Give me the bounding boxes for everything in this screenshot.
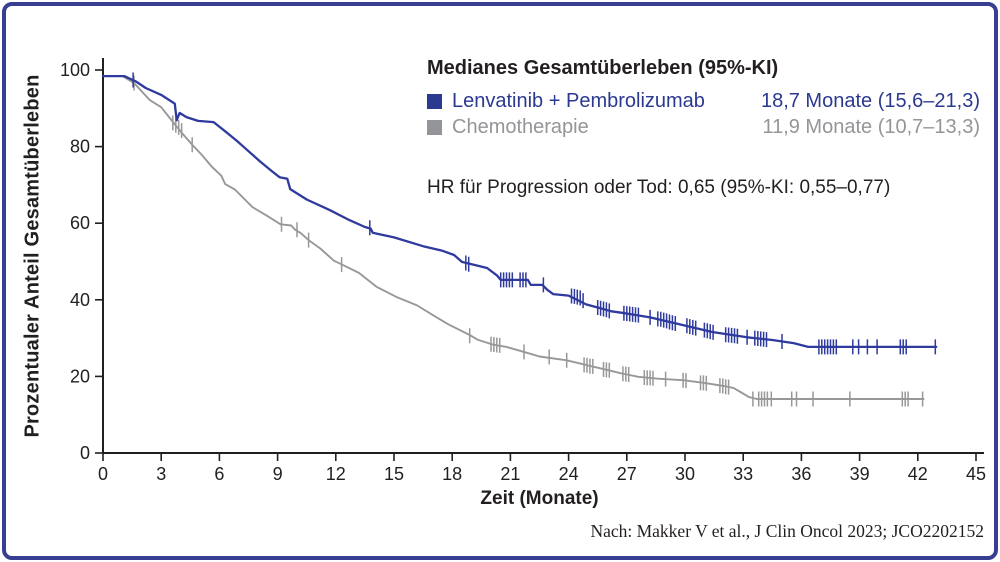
hazard-ratio-annotation: HR für Progression oder Tod: 0,65 (95%-K… xyxy=(427,177,891,198)
survival-curve-lenvatinib-pembrolizumab xyxy=(101,74,938,349)
x-tick-label: 24 xyxy=(559,464,579,484)
y-tick-label: 80 xyxy=(70,137,90,157)
x-tick-label: 27 xyxy=(617,464,637,484)
legend-entry-lenvatinib-pembrolizumab: Lenvatinib + Pembrolizumab 18,7 Monate (… xyxy=(427,88,980,114)
x-tick-label: 6 xyxy=(214,464,224,484)
legend-entry-chemotherapie: Chemotherapie 11,9 Monate (10,7–13,3) xyxy=(427,114,980,140)
x-tick-label: 18 xyxy=(442,464,462,484)
legend-label: Lenvatinib + Pembrolizumab xyxy=(452,90,705,112)
x-tick-label: 39 xyxy=(850,464,870,484)
y-tick-label: 100 xyxy=(60,60,90,80)
x-tick-label: 30 xyxy=(675,464,695,484)
x-tick-label: 9 xyxy=(273,464,283,484)
survival-curve-chemotherapie xyxy=(102,75,925,400)
legend-median-value: 18,7 Monate (15,6–21,3) xyxy=(760,90,980,112)
y-tick-label: 0 xyxy=(80,443,90,463)
legend-median-value: 11,9 Monate (10,7–13,3) xyxy=(762,116,980,138)
chemotherapie-color-swatch-icon xyxy=(427,119,442,135)
x-tick-label: 33 xyxy=(733,464,753,484)
lenvatinib-color-swatch-icon xyxy=(427,93,442,109)
legend-title: Medianes Gesamtüberleben (95%-KI) xyxy=(427,57,779,79)
y-tick-label: 40 xyxy=(70,290,90,310)
y-tick-label: 20 xyxy=(70,366,90,386)
x-tick-label: 42 xyxy=(908,464,928,484)
y-tick-label: 60 xyxy=(70,213,90,233)
source-citation: Nach: Makker V et al., J Clin Oncol 2023… xyxy=(590,521,984,541)
x-tick-label: 45 xyxy=(966,464,986,484)
x-tick-label: 12 xyxy=(326,464,346,484)
x-tick-label: 21 xyxy=(500,464,520,484)
x-tick-label: 15 xyxy=(384,464,404,484)
x-axis-label: Zeit (Monate) xyxy=(480,488,599,509)
x-tick-label: 36 xyxy=(791,464,811,484)
legend: Medianes Gesamtüberleben (95%-KI) Lenvat… xyxy=(427,57,980,140)
censor-ticks-chemotherapie xyxy=(133,75,924,407)
legend-label: Chemotherapie xyxy=(452,116,589,138)
x-tick-label: 0 xyxy=(98,464,108,484)
x-tick-label: 3 xyxy=(156,464,166,484)
censor-ticks-lenvatinib-pembrolizumab xyxy=(132,72,937,355)
